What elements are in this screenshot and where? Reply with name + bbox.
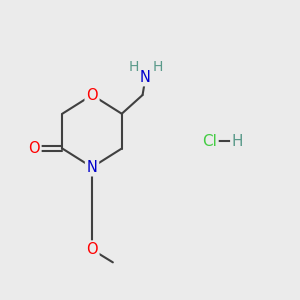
Text: O: O (86, 88, 98, 103)
Text: O: O (28, 141, 40, 156)
Text: H: H (128, 60, 139, 74)
Text: H: H (232, 134, 243, 148)
Text: H: H (152, 60, 163, 74)
Text: N: N (87, 160, 98, 175)
Text: Cl: Cl (202, 134, 217, 148)
Text: N: N (140, 70, 151, 85)
Text: O: O (86, 242, 98, 257)
